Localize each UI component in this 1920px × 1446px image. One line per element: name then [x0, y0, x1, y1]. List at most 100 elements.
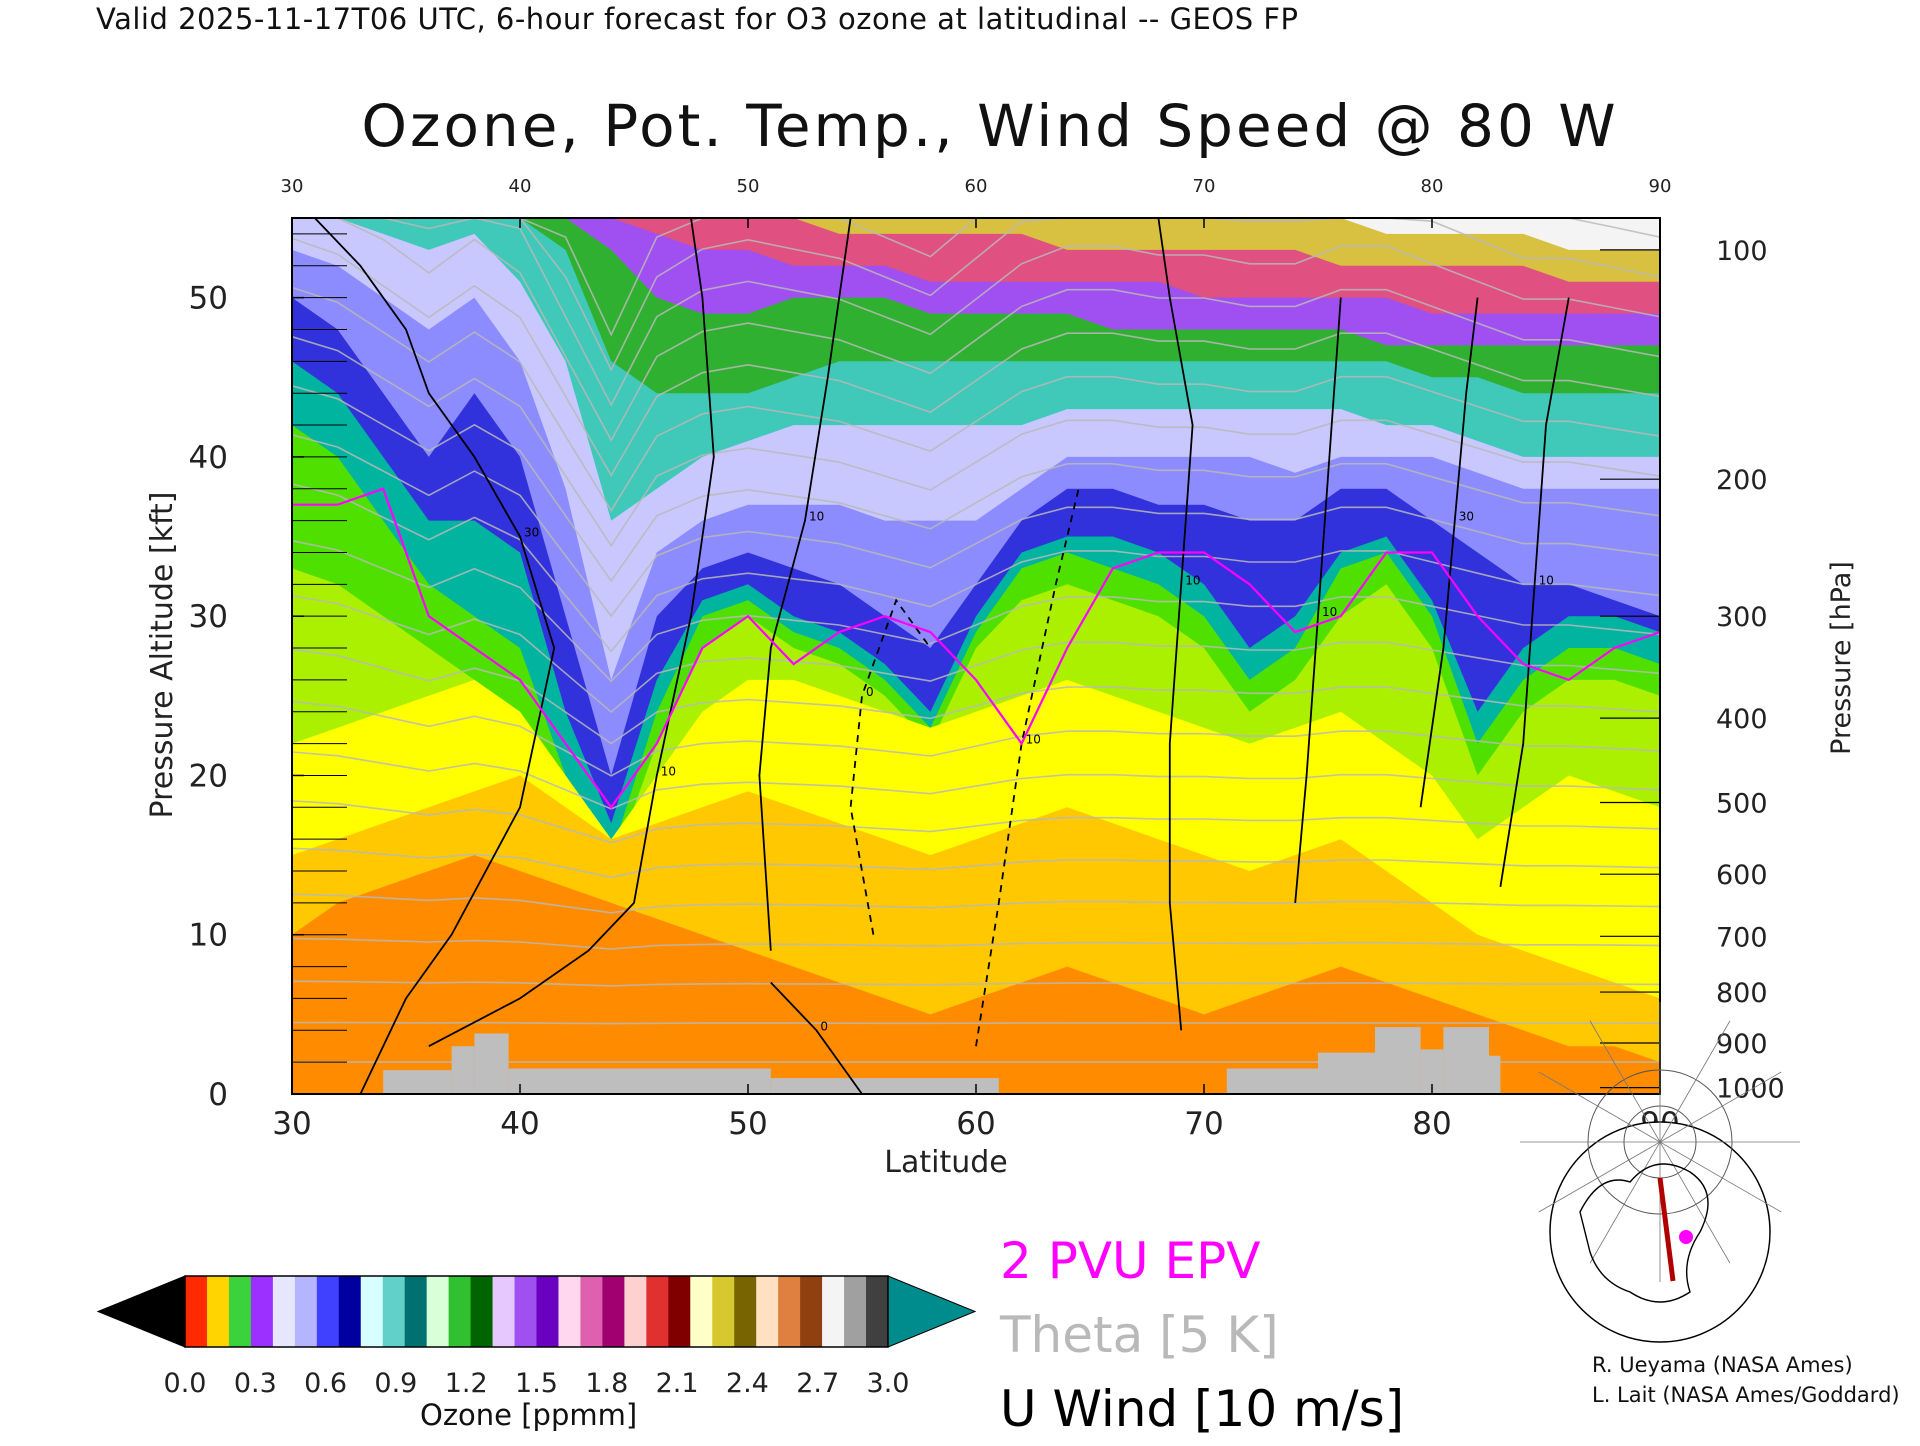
- theta-line: [291, 434, 1661, 618]
- pressure-tick-label: 1000: [1716, 1074, 1785, 1105]
- chart-title: Ozone, Pot. Temp., Wind Speed @ 80 W: [361, 92, 1619, 160]
- topography-block: [474, 1033, 509, 1094]
- ozone-colorbar: 0.0 0.3 0.6 0.9 1.2 1.5 1.8 2.1 2.4 2.7 3.0: [96, 1275, 977, 1399]
- colorbar-tick-label: 2.1: [656, 1368, 699, 1399]
- colorbar-swatch: [382, 1276, 406, 1347]
- y-tick-label: 0: [208, 1077, 228, 1113]
- ozone-band: [292, 855, 1660, 1094]
- map-transect-line: [1657, 1177, 1676, 1282]
- map-meridian: [1659, 1071, 1782, 1143]
- x-top-tick-label: 50: [737, 176, 760, 197]
- u-wind-contour-label: 0: [820, 1019, 828, 1033]
- colorbar-swatch: [316, 1276, 340, 1347]
- u-wind-contour-label: 0: [866, 685, 874, 699]
- colorbar-swatch: [338, 1276, 362, 1347]
- x-top-tick-label: 90: [1649, 176, 1672, 197]
- x-tick-label: 60: [956, 1106, 995, 1142]
- u-wind-contour-label: 10: [1185, 573, 1200, 587]
- y-tick-label: 30: [189, 599, 228, 635]
- theta-line: [291, 1021, 1661, 1025]
- legend-epv: 2 PVU EPV: [1000, 1232, 1261, 1290]
- u-wind-contour: [428, 217, 715, 1047]
- theta-line: [292, 217, 1661, 442]
- credits: R. Ueyama (NASA Ames) L. Lait (NASA Ames…: [1592, 1350, 1900, 1410]
- u-wind-contour-label: 30: [1459, 510, 1474, 524]
- topography-block: [1489, 1055, 1501, 1094]
- colorbar-swatch: [866, 1276, 889, 1347]
- colorbar-tick-label: 2.7: [796, 1368, 839, 1399]
- colorbar-swatch: [404, 1276, 428, 1347]
- x-top-tick-label: 30: [281, 176, 304, 197]
- colorbar-swatch: [514, 1276, 537, 1347]
- colorbar-swatch: [206, 1276, 230, 1347]
- theta-line: [292, 217, 1661, 407]
- topography-block: [770, 1078, 999, 1094]
- map-meridian: [1659, 1141, 1731, 1264]
- colorbar-swatch: [448, 1276, 472, 1347]
- u-wind-contour-label: 10: [809, 510, 824, 524]
- y-axis-label: Pressure Altitude [kft]: [145, 492, 180, 819]
- colorbar-swatch: [602, 1276, 625, 1347]
- colorbar-swatch: [734, 1276, 757, 1347]
- colorbar-tick-label: 3.0: [867, 1368, 910, 1399]
- x-top-tick-label: 80: [1421, 176, 1444, 197]
- colorbar-swatch: [360, 1276, 384, 1347]
- legend-theta: Theta [5 K]: [1000, 1306, 1279, 1364]
- topography-block: [1420, 1049, 1444, 1094]
- map-meridian: [1538, 1141, 1661, 1213]
- colorbar-swatch: [272, 1276, 296, 1347]
- axes: 30 30 40 40 50 50 60 60 70 70 80 80 90 900 10 20 30 40 50 1…: [145, 176, 1857, 1180]
- y-tick-label: 50: [189, 281, 228, 317]
- colorbar-under-arrow: [96, 1275, 186, 1348]
- map-meridian: [1589, 1141, 1661, 1264]
- pressure-tick-label: 900: [1716, 1029, 1768, 1060]
- theta-line: [291, 893, 1661, 914]
- topography-block: [1375, 1027, 1421, 1094]
- topography-block: [1226, 1068, 1318, 1094]
- x-tick-label: 80: [1412, 1106, 1451, 1142]
- theta-line: [291, 700, 1661, 777]
- y2-axis-label: Pressure [hPa]: [1826, 561, 1857, 755]
- pressure-tick-label: 700: [1716, 922, 1768, 953]
- theta-line: [291, 847, 1661, 879]
- polar-locator-map-icon: [1520, 1002, 1800, 1343]
- colorbar-over-arrow: [887, 1275, 977, 1348]
- topography-block: [451, 1046, 475, 1094]
- y-tick-label: 10: [189, 918, 228, 954]
- u-wind-contour: [1499, 297, 1570, 888]
- u-wind-contour-label: 30: [524, 526, 539, 540]
- x-tick-label: 50: [728, 1106, 767, 1142]
- map-meridian: [1659, 1141, 1782, 1213]
- theta-line: [291, 595, 1661, 714]
- colorbar-swatch: [470, 1276, 494, 1347]
- credit-line: R. Ueyama (NASA Ames): [1592, 1353, 1853, 1377]
- x-tick-label: 70: [1184, 1106, 1223, 1142]
- colorbar-swatch: [800, 1276, 823, 1347]
- theta-line: [291, 286, 1661, 513]
- colorbar-tick-label: 1.8: [585, 1368, 628, 1399]
- theta-line: [291, 335, 1661, 548]
- pressure-tick-label: 200: [1716, 465, 1768, 496]
- u-wind-contour-label: 10: [1539, 573, 1554, 587]
- theta-line: [291, 751, 1661, 810]
- u-wind-contour: [1157, 217, 1194, 1031]
- colorbar-swatch: [668, 1276, 691, 1347]
- colorbar-tick-label: 1.5: [515, 1368, 558, 1399]
- x-tick-label: 30: [272, 1106, 311, 1142]
- theta-line: [291, 385, 1661, 583]
- line-legend: 2 PVU EPV Theta [5 K] U Wind [10 m/s]: [1000, 1224, 1404, 1446]
- y-tick-label: 40: [189, 440, 228, 476]
- u-wind-contour: [975, 488, 1080, 1047]
- colorbar-tick-label: 0.6: [304, 1368, 347, 1399]
- x-top-tick-label: 40: [509, 176, 532, 197]
- colorbar-swatch: [250, 1276, 274, 1347]
- pressure-tick-label: 400: [1716, 704, 1768, 735]
- map-meridian: [1659, 1020, 1731, 1143]
- colorbar-swatch: [294, 1276, 318, 1347]
- colorbar-swatch: [228, 1276, 252, 1347]
- map-marker: [1679, 1230, 1693, 1244]
- colorbar-label: Ozone [ppmm]: [420, 1398, 638, 1432]
- theta-line: [291, 539, 1661, 683]
- x-tick-label: 40: [500, 1106, 539, 1142]
